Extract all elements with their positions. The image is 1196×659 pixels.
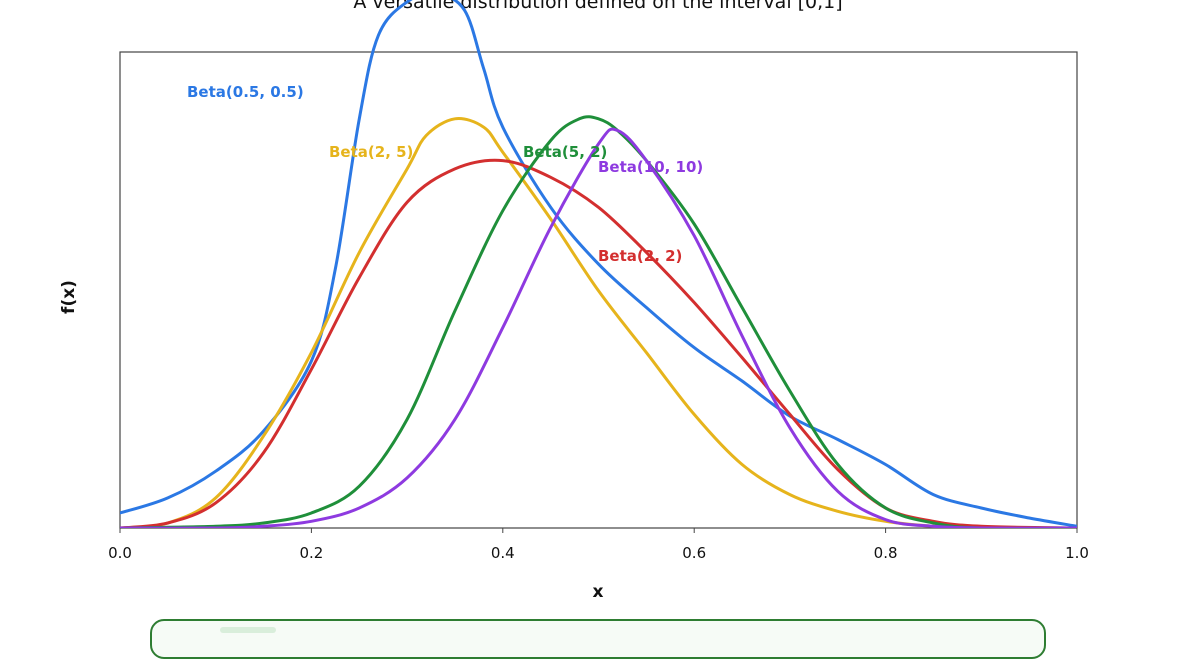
- label-beta-0.5-0.5: Beta(0.5, 0.5): [187, 83, 304, 101]
- x-tick-label: 0.0: [108, 544, 132, 562]
- series-line-beta-0-5-0-5: [120, 0, 1077, 528]
- beta-distribution-chart: A versatile distribution defined on the …: [59, 0, 1089, 602]
- label-beta-2-5: Beta(2, 5): [329, 143, 413, 161]
- y-axis-label: f(x): [59, 280, 79, 314]
- x-tick-label: 0.2: [299, 544, 323, 562]
- series-line-beta-10-10: [120, 127, 1077, 528]
- series-line-beta-2-5: [120, 117, 1077, 528]
- x-tick-label: 0.6: [682, 544, 706, 562]
- series-line-beta-5-2: [120, 115, 1077, 528]
- label-beta-10-10: Beta(10, 10): [598, 158, 703, 176]
- x-axis-ticks: 0.0 0.2 0.4 0.6 0.8 1.0: [108, 528, 1089, 562]
- x-tick-label: 1.0: [1065, 544, 1089, 562]
- plot-frame: [119, 51, 1078, 529]
- series-line-beta-2-2: [120, 158, 1077, 528]
- label-beta-5-2: Beta(5, 2): [523, 143, 607, 161]
- info-box: [150, 619, 1046, 659]
- x-axis-label: x: [593, 582, 604, 602]
- chart-title: A versatile distribution defined on the …: [353, 0, 842, 13]
- label-beta-2-2: Beta(2, 2): [598, 247, 682, 265]
- series-lines: [120, 0, 1077, 528]
- x-tick-label: 0.4: [491, 544, 515, 562]
- x-tick-label: 0.8: [874, 544, 898, 562]
